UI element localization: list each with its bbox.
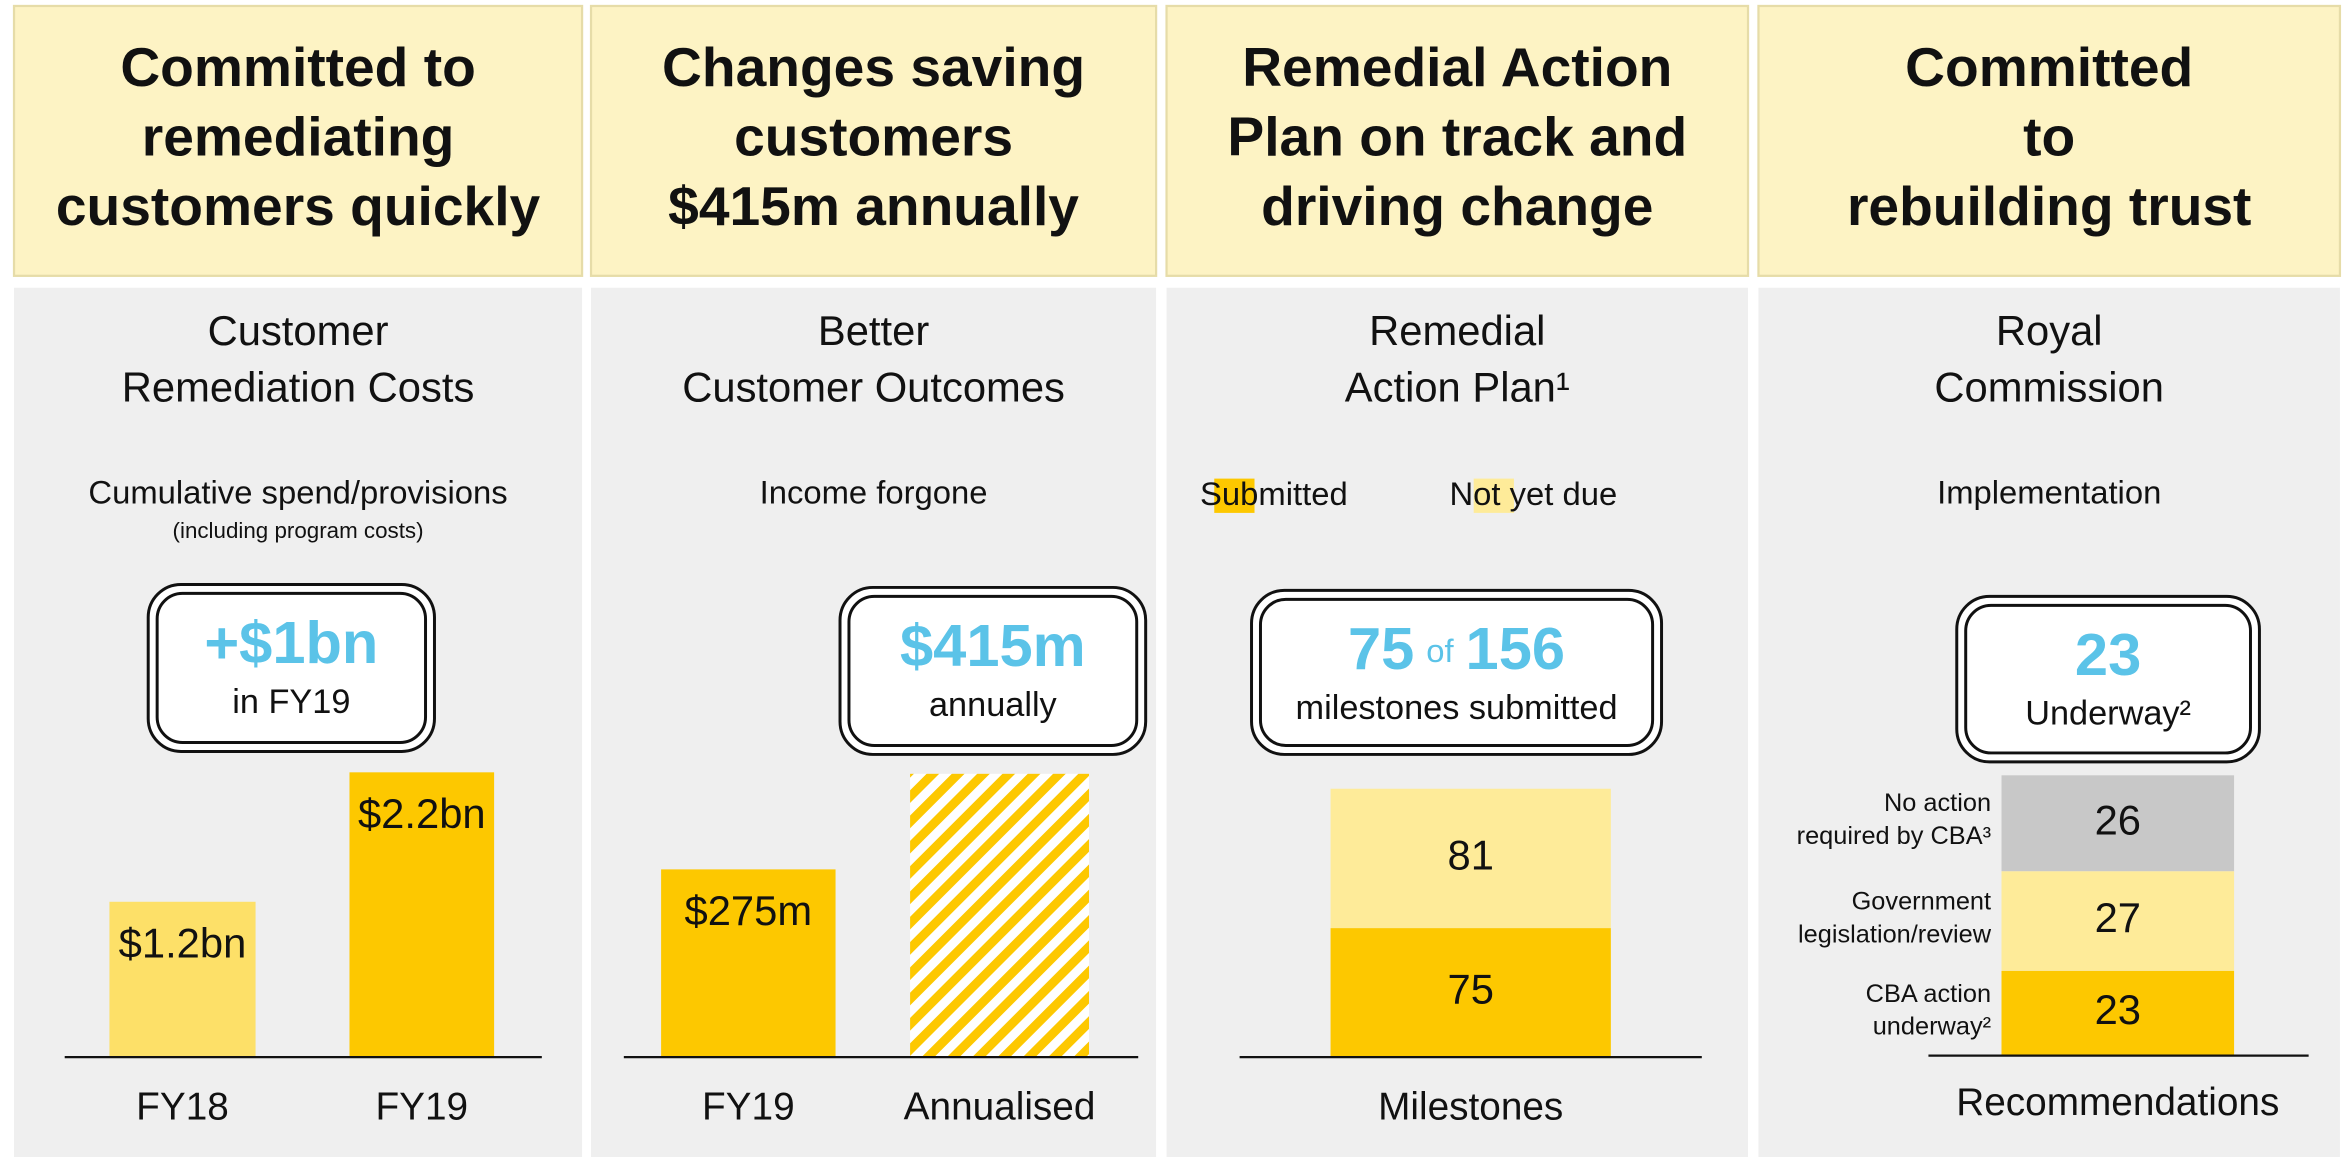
category-label: FY19 bbox=[375, 1086, 468, 1129]
value-label: $2.2bn bbox=[358, 790, 486, 837]
category-label: FY19 bbox=[702, 1086, 795, 1129]
series-label: CBA action underway² bbox=[1865, 978, 1992, 1041]
callout-headline: $415m bbox=[900, 612, 1086, 679]
subtitle: Income forgone bbox=[760, 474, 988, 511]
header-line: to bbox=[2023, 105, 2075, 167]
category-label: FY18 bbox=[136, 1086, 229, 1129]
callout-inner bbox=[1964, 603, 2252, 755]
bar-segment bbox=[1330, 788, 1611, 929]
bar-segment bbox=[2001, 970, 2235, 1056]
bar-segment bbox=[2001, 775, 2235, 872]
panel-title: Better bbox=[818, 307, 929, 354]
bar bbox=[910, 773, 1090, 1058]
bar-segment bbox=[2001, 871, 2235, 971]
value-label: 23 bbox=[2095, 986, 2141, 1033]
panel-title: Commission bbox=[1934, 364, 2164, 411]
panel-title: Remediation Costs bbox=[122, 364, 475, 411]
panel-title: Customer Outcomes bbox=[682, 364, 1065, 411]
series-label-box: No action required by CBA³ bbox=[1796, 788, 1992, 851]
series-label-box: Government legislation/review bbox=[1798, 886, 1992, 948]
bar bbox=[661, 869, 836, 1058]
value-label: $275m bbox=[685, 887, 813, 934]
value-label: $1.2bn bbox=[119, 920, 247, 967]
callout-label: milestones submitted bbox=[1296, 689, 1618, 727]
value-label: 27 bbox=[2095, 894, 2141, 941]
value-label: 26 bbox=[2095, 796, 2141, 843]
header-line: Changes saving bbox=[662, 36, 1085, 98]
legend-label: Not yet due bbox=[1449, 475, 1617, 512]
callout-inner bbox=[847, 594, 1139, 747]
value-label: 81 bbox=[1447, 831, 1493, 878]
category-label: Recommendations bbox=[1956, 1081, 2279, 1124]
header-line: driving change bbox=[1261, 175, 1653, 237]
header-line: Plan on track and bbox=[1227, 105, 1687, 167]
value-label: 75 bbox=[1447, 966, 1493, 1013]
series-label: No action required by CBA³ bbox=[1796, 788, 1992, 851]
callout-joiner: of bbox=[1426, 632, 1454, 669]
category-label: Milestones bbox=[1378, 1086, 1563, 1129]
header-line: remediating bbox=[142, 105, 455, 167]
header-box bbox=[1165, 4, 1750, 277]
series-label: Government legislation/review bbox=[1798, 886, 1992, 948]
panel-title: Action Plan¹ bbox=[1345, 364, 1570, 411]
subtitle: Cumulative spend/provisions bbox=[88, 474, 507, 511]
callout-headline: +$1bn bbox=[204, 609, 378, 676]
header-box bbox=[589, 4, 1158, 277]
panel-title: Royal bbox=[1996, 307, 2103, 354]
legend-swatch bbox=[1214, 478, 1255, 513]
callout-headline: 75 of 156 bbox=[1348, 615, 1565, 682]
legend-label: Submitted bbox=[1200, 475, 1348, 512]
callout-total: 156 bbox=[1466, 615, 1565, 682]
header-line: rebuilding trust bbox=[1847, 175, 2251, 237]
bar bbox=[109, 901, 256, 1058]
panel-title: Remedial bbox=[1369, 307, 1545, 354]
header-line: Committed bbox=[1905, 36, 2193, 98]
callout-headline: 23 bbox=[2075, 621, 2141, 688]
callout-inner bbox=[1258, 597, 1655, 747]
header-line: Remedial Action bbox=[1242, 36, 1672, 98]
series-label-box: CBA action underway² bbox=[1865, 978, 1992, 1041]
callout-value: 75 bbox=[1348, 615, 1414, 682]
category-label: Annualised bbox=[904, 1086, 1096, 1129]
header-line: $415m annually bbox=[668, 175, 1079, 237]
header-line: Committed to bbox=[120, 36, 475, 98]
callout-inner bbox=[155, 591, 428, 744]
header-line: customers quickly bbox=[56, 175, 541, 237]
header-box bbox=[12, 4, 584, 277]
panel-title: Customer bbox=[208, 307, 389, 354]
legend-swatch bbox=[1473, 478, 1514, 513]
callout-label: annually bbox=[929, 686, 1058, 724]
header-line: customers bbox=[734, 105, 1013, 167]
callout-label: in FY19 bbox=[232, 683, 350, 721]
callout-label: Underway² bbox=[2025, 695, 2191, 733]
bar-segment bbox=[1330, 928, 1611, 1058]
bar bbox=[349, 772, 495, 1058]
note: (including program costs) bbox=[173, 518, 424, 543]
header-box bbox=[1757, 4, 2342, 277]
subtitle: Implementation bbox=[1937, 474, 2161, 511]
